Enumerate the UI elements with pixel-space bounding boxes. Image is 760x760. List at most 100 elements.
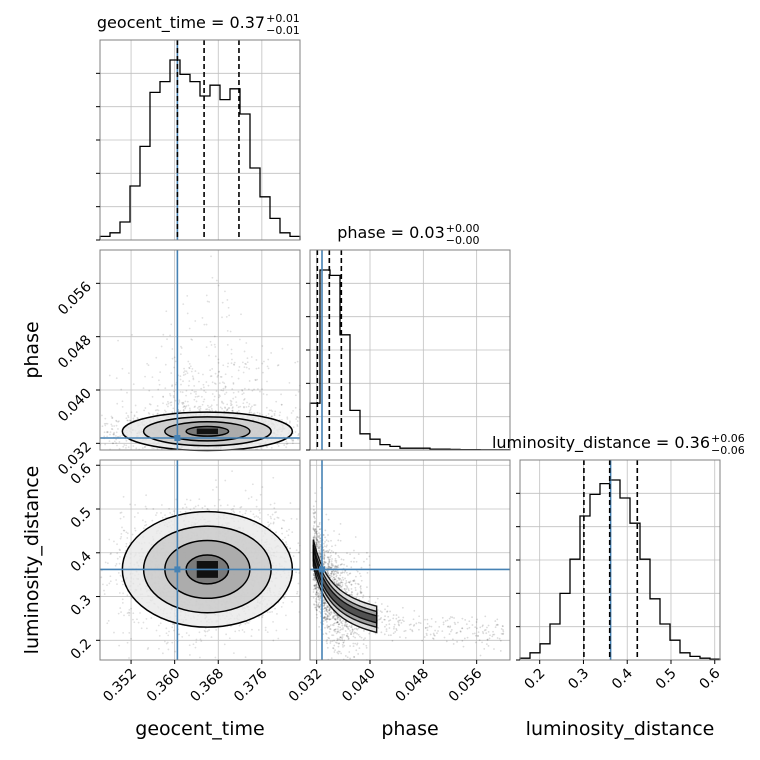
sample-point [280,606,283,608]
sample-point [218,498,221,501]
sample-point [253,404,256,406]
sample-point [261,414,264,417]
sample-point [291,442,294,445]
sample-point [221,407,223,410]
sample-point [111,425,114,427]
sample-point [196,407,199,409]
sample-point [296,590,299,593]
sample-point [191,338,194,341]
sample-point [106,430,109,433]
sample-point [231,409,234,412]
sample-point [120,388,123,391]
sample-point [136,416,139,419]
sample-point [126,419,129,422]
sample-point [181,402,183,404]
sample-point [277,445,280,447]
sample-point [254,379,257,382]
sample-point [174,650,177,653]
sample-point [263,360,265,363]
sample-point [227,362,230,365]
sample-point [108,582,111,585]
sample-point [204,630,207,633]
density-peak-1-0 [196,428,218,435]
sample-point [129,503,131,506]
sample-point [206,404,209,407]
sample-point [194,395,197,398]
sample-point [171,641,174,644]
sample-point [219,406,222,409]
sample-point [152,508,155,510]
sample-point [248,367,251,370]
sample-point [232,381,235,384]
sample-point [195,400,198,403]
sample-point [146,648,149,650]
sample-point [160,512,162,514]
sample-point [127,372,130,375]
sample-point [254,378,257,381]
sample-point [271,513,274,516]
sample-point [202,373,204,376]
sample-point [191,389,194,392]
sample-point [122,529,125,532]
sample-point [171,384,174,387]
sample-point [251,389,254,392]
sample-point [219,395,221,398]
sample-point [113,631,115,634]
sample-point [272,620,274,623]
sample-point [194,320,197,322]
sample-point [123,529,126,532]
sample-point [162,396,165,398]
sample-point [125,439,128,442]
sample-point [259,511,261,514]
sample-point [195,638,198,641]
sample-point [223,382,226,385]
sample-point [118,548,121,551]
sample-point [117,420,119,423]
sample-point [289,420,291,423]
sample-point [101,583,104,586]
sample-point [193,507,195,509]
sample-point [170,404,173,407]
sample-point [132,445,135,447]
sample-point [208,408,211,411]
sample-point [280,403,283,406]
sample-point [171,626,174,629]
sample-point [164,387,167,390]
sample-point [247,405,250,408]
sample-point [224,386,227,389]
sample-point [134,404,137,407]
sample-point [224,479,227,482]
sample-point [173,366,175,369]
sample-point [193,406,196,409]
sample-point [245,342,248,344]
sample-point [192,378,195,381]
sample-point [183,405,186,408]
sample-point [122,445,125,448]
sample-point [276,443,279,446]
sample-point [295,549,298,552]
sample-point [238,624,241,627]
sample-point [195,393,197,395]
sample-point [270,416,272,418]
sample-point [246,357,249,360]
sample-point [132,612,135,615]
sample-point [262,614,264,617]
sample-point [193,398,196,401]
sample-point [111,442,114,445]
sample-point [140,627,143,630]
sample-point [202,383,205,386]
sample-point [255,367,258,370]
sample-point [294,431,297,433]
sample-point [285,440,288,443]
sample-point [292,426,295,429]
sample-point [241,514,244,516]
sample-point [279,411,282,414]
sample-point [127,414,129,417]
sample-point [234,396,237,398]
sample-point [294,406,297,409]
sample-point [198,380,200,383]
sample-point [241,393,244,396]
sample-point [217,371,220,373]
sample-point [238,338,241,341]
sample-point [244,512,247,515]
